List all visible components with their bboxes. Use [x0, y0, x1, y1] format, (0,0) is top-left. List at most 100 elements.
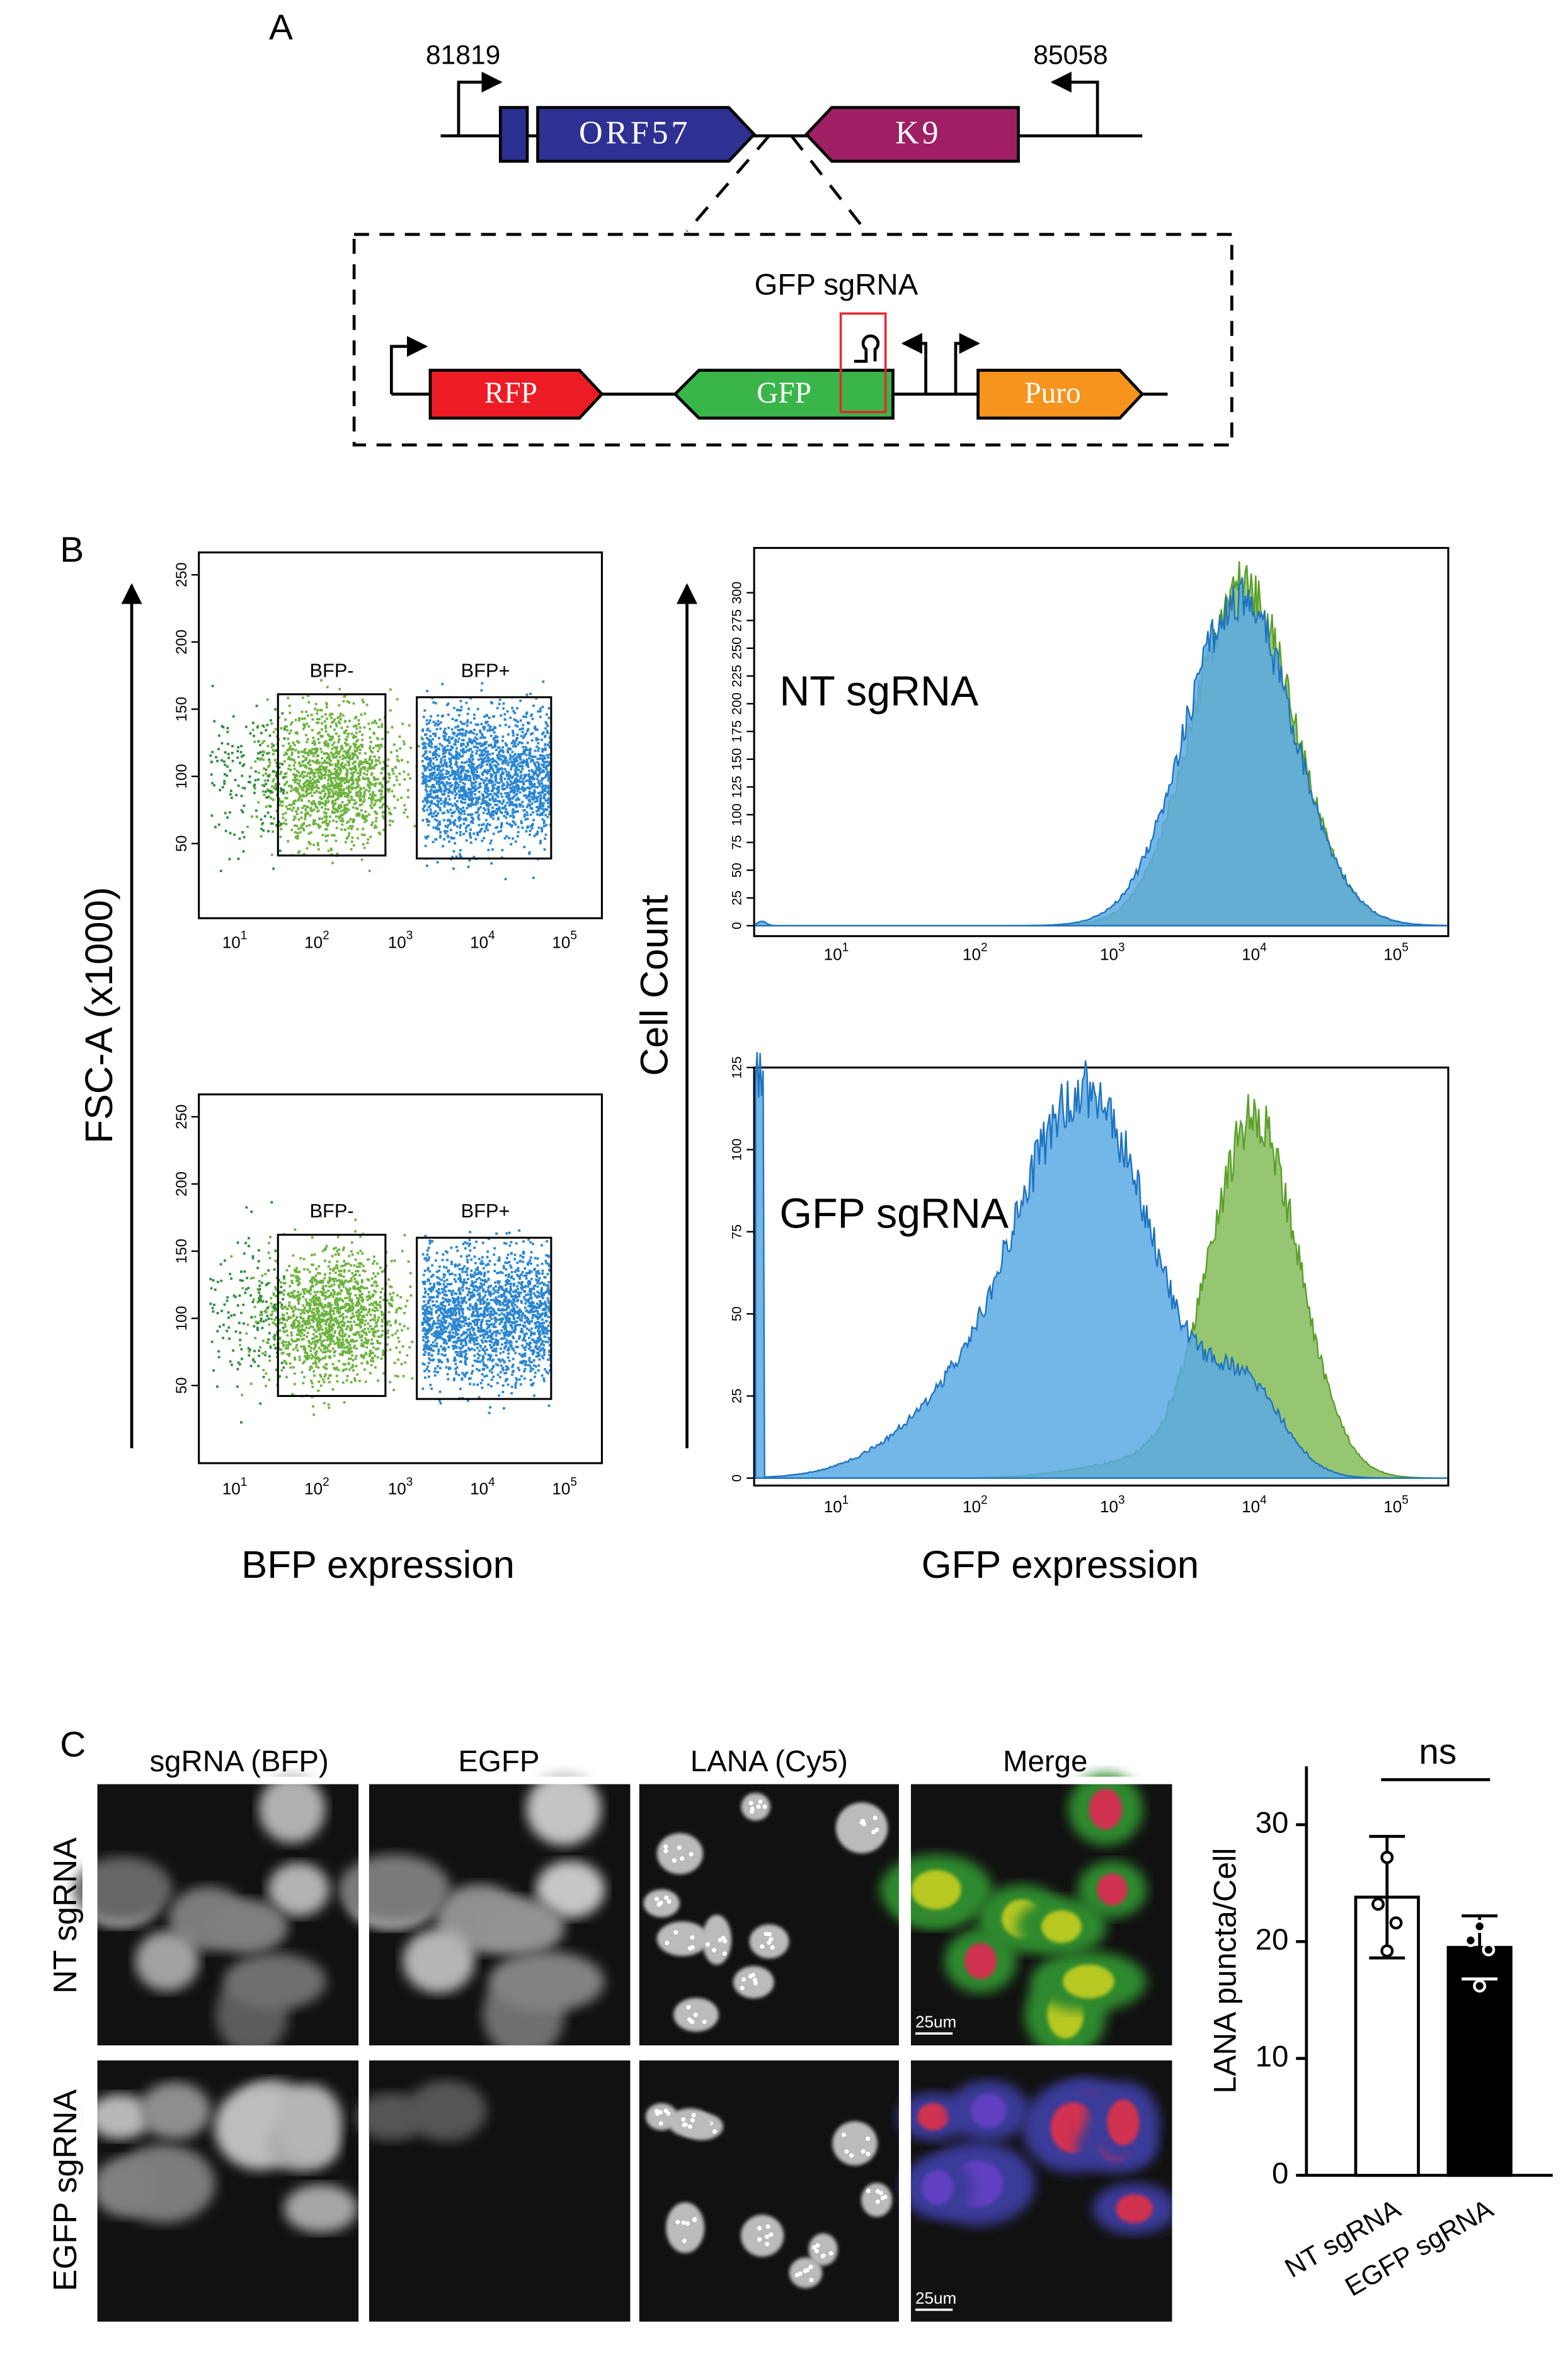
event-dot — [352, 702, 355, 705]
event-dot — [406, 761, 409, 764]
event-dot — [319, 747, 322, 750]
event-dot — [483, 807, 486, 810]
event-dot — [465, 730, 467, 733]
event-dot — [341, 1353, 344, 1357]
event-dot — [372, 1342, 374, 1345]
event-dot — [339, 1307, 342, 1311]
event-dot — [342, 777, 345, 780]
event-dot — [459, 849, 462, 852]
event-dot — [496, 706, 499, 710]
event-dot — [455, 787, 458, 790]
event-dot — [283, 783, 286, 786]
event-dot — [323, 1375, 326, 1378]
event-dot — [372, 1295, 374, 1298]
event-dot — [211, 781, 214, 784]
event-dot — [453, 772, 456, 775]
event-dot — [308, 759, 311, 762]
event-dot — [361, 698, 364, 701]
event-dot — [319, 1384, 323, 1387]
event-dot — [400, 796, 403, 800]
event-dot — [369, 793, 372, 796]
event-dot — [380, 806, 383, 809]
event-dot — [392, 795, 396, 798]
event-dot — [316, 718, 319, 721]
event-dot — [324, 802, 328, 805]
event-dot — [441, 812, 444, 815]
event-dot — [305, 710, 308, 713]
event-dot — [219, 789, 222, 791]
event-dot — [348, 757, 352, 761]
event-dot — [310, 1300, 313, 1303]
event-dot — [323, 1365, 325, 1369]
event-dot — [324, 771, 328, 773]
event-dot — [259, 1313, 262, 1316]
event-dot — [297, 741, 300, 744]
event-dot — [428, 805, 432, 808]
event-dot — [325, 1331, 328, 1334]
event-dot — [372, 1332, 375, 1335]
event-dot — [375, 737, 379, 740]
event-dot — [507, 747, 510, 750]
event-dot — [270, 822, 273, 825]
event-dot — [350, 1317, 353, 1319]
event-dot — [433, 786, 437, 789]
event-dot — [536, 813, 539, 816]
event-dot — [358, 1336, 362, 1339]
event-dot — [318, 786, 321, 790]
event-dot — [471, 742, 474, 745]
event-dot — [432, 771, 435, 774]
event-dot — [493, 771, 496, 774]
event-dot — [328, 1278, 331, 1280]
event-dot — [447, 738, 450, 741]
event-dot — [336, 1260, 339, 1263]
event-dot — [292, 1314, 295, 1318]
event-dot — [302, 1311, 305, 1314]
event-dot — [514, 781, 517, 784]
event-dot — [278, 849, 282, 853]
event-dot — [323, 1351, 326, 1354]
event-dot — [472, 778, 476, 781]
event-dot — [292, 807, 295, 810]
event-dot — [347, 1335, 350, 1338]
event-dot — [425, 784, 428, 786]
event-dot — [426, 762, 430, 766]
event-dot — [440, 757, 443, 761]
event-dot — [481, 682, 484, 685]
event-dot — [486, 829, 489, 832]
event-dot — [406, 1353, 409, 1357]
event-dot — [323, 752, 326, 755]
event-dot — [349, 1321, 352, 1323]
event-dot — [391, 790, 394, 793]
event-dot — [312, 1370, 316, 1373]
event-dot — [512, 745, 515, 748]
event-dot — [461, 761, 464, 764]
event-dot — [502, 702, 505, 705]
event-dot — [338, 1248, 340, 1251]
event-dot — [334, 1303, 337, 1306]
event-dot — [540, 791, 542, 794]
event-dot — [339, 1335, 342, 1337]
event-dot — [348, 799, 351, 802]
event-dot — [333, 1248, 335, 1250]
event-dot — [401, 722, 404, 725]
event-dot — [328, 776, 331, 778]
event-dot — [284, 1341, 287, 1343]
event-dot — [272, 744, 275, 747]
event-dot — [357, 795, 360, 797]
event-dot — [421, 730, 424, 732]
event-dot — [257, 752, 260, 755]
event-dot — [217, 823, 220, 826]
event-dot — [331, 1319, 334, 1322]
event-dot — [495, 735, 497, 738]
event-dot — [282, 1277, 285, 1280]
event-dot — [272, 753, 275, 756]
event-dot — [360, 858, 363, 861]
event-dot — [476, 766, 479, 769]
event-dot — [336, 1380, 339, 1383]
event-dot — [334, 1253, 337, 1256]
event-dot — [461, 754, 464, 757]
event-dot — [301, 795, 304, 798]
event-dot — [501, 772, 504, 775]
event-dot — [309, 807, 312, 810]
event-dot — [496, 792, 499, 795]
